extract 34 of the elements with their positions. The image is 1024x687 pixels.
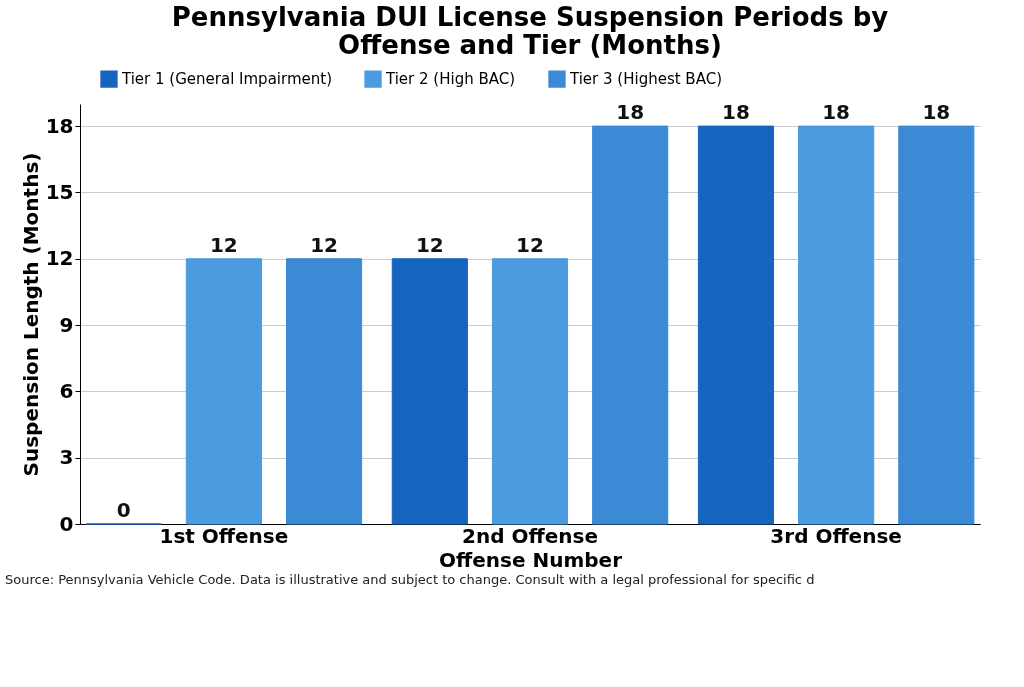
data-label: 18 xyxy=(722,100,750,125)
data-label: 18 xyxy=(922,100,951,125)
data-label: 12 xyxy=(310,232,338,257)
data-label: 12 xyxy=(516,232,544,257)
y-tick-label: 15 xyxy=(45,179,74,204)
data-label: 18 xyxy=(822,100,851,125)
x-tick-label: 3rd Offense xyxy=(770,523,902,548)
source-note: Source: Pennsylvania Vehicle Code. Data is illustrative and subject to change. Consult with a legal professional for specific d xyxy=(5,572,815,587)
chart-title: Pennsylvania DUI License Suspension Periods by Offense and Tier (Months) xyxy=(171,2,889,61)
x-tick-label: 1st Offense xyxy=(159,523,289,548)
data-label: 12 xyxy=(209,232,238,257)
x-tick-label: 2nd Offense xyxy=(462,523,598,548)
x-axis-title: Offense Number xyxy=(439,547,623,572)
data-label: 18 xyxy=(616,100,645,125)
bar xyxy=(285,258,363,525)
bar xyxy=(697,125,775,525)
legend-label: Tier 2 (High BAC) xyxy=(385,70,516,89)
data-label: 12 xyxy=(415,232,444,257)
bar xyxy=(798,125,875,525)
bar xyxy=(491,258,569,525)
y-axis-title: Suspension Length (Months) xyxy=(18,152,43,477)
y-tick-label: 3 xyxy=(59,445,74,470)
legend-label: Tier 3 (Highest BAC) xyxy=(569,70,722,89)
y-tick-label: 0 xyxy=(59,511,74,536)
data-label: 0 xyxy=(116,498,131,522)
bar xyxy=(185,258,262,525)
bar xyxy=(898,125,975,525)
y-tick-label: 12 xyxy=(45,246,74,271)
bar xyxy=(592,125,669,525)
bar xyxy=(391,258,468,525)
y-tick-label: 18 xyxy=(45,113,74,138)
legend-label: Tier 1 (General Impairment) xyxy=(121,70,332,89)
y-tick-label: 6 xyxy=(59,378,74,403)
y-tick-label: 9 xyxy=(59,312,74,337)
